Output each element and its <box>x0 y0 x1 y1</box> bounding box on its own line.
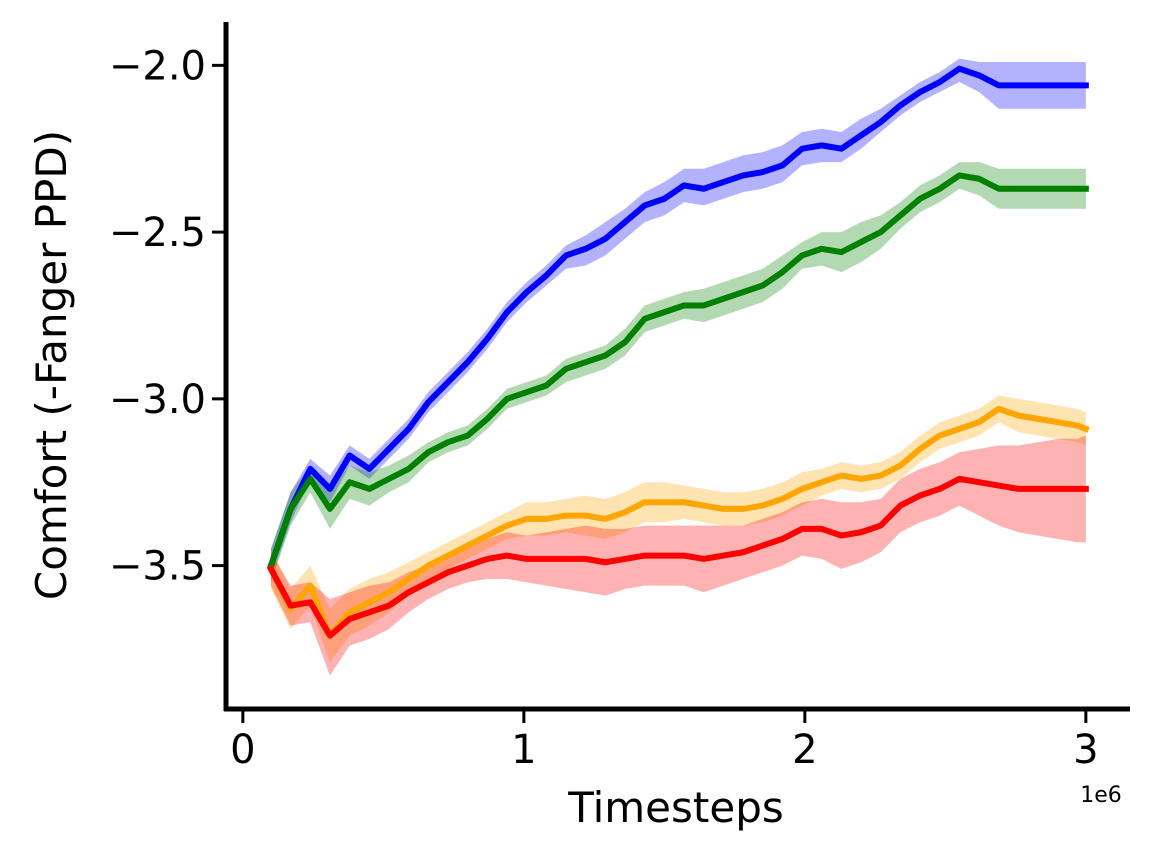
confidence-bands <box>270 58 1086 676</box>
y-ticks: −2.0 −2.5 −3.0 −3.5 <box>109 43 224 590</box>
y-tick-label: −2.0 <box>109 43 206 89</box>
series-band-2 <box>270 162 1086 583</box>
x-axis-label: Timesteps <box>567 783 784 832</box>
x-offset-label: 1e6 <box>1080 783 1122 808</box>
axes: −2.0 −2.5 −3.0 −3.5 0 1 2 3 <box>109 22 1130 773</box>
x-tick-label: 0 <box>230 727 255 773</box>
series-line-2 <box>267 172 1089 570</box>
series-band-3 <box>270 395 1086 663</box>
x-tick-label: 1 <box>511 727 536 773</box>
series-lines <box>266 65 1090 639</box>
series-line-3 <box>266 405 1090 639</box>
x-tick-label: 2 <box>792 727 817 773</box>
x-ticks: 0 1 2 3 <box>230 711 1099 773</box>
x-tick-label: 3 <box>1073 727 1098 773</box>
plot-area <box>266 58 1090 676</box>
series-line-4 <box>266 475 1089 639</box>
y-axis-label: Comfort (-Fanger PPD) <box>27 130 76 600</box>
y-tick-label: −3.5 <box>109 544 206 590</box>
series-line-1 <box>267 65 1089 570</box>
y-tick-label: −2.5 <box>109 210 206 256</box>
y-tick-label: −3.0 <box>109 377 206 423</box>
